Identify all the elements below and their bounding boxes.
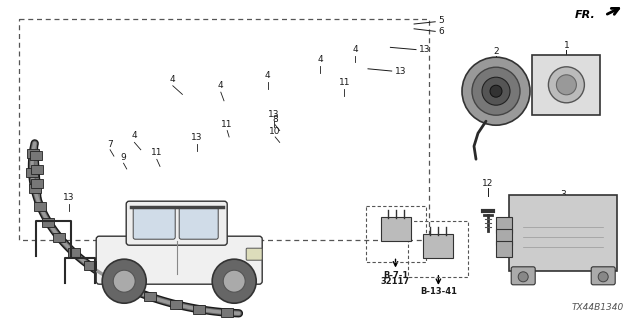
FancyBboxPatch shape <box>145 292 156 301</box>
FancyBboxPatch shape <box>133 207 175 239</box>
Text: 4: 4 <box>317 55 323 64</box>
Text: 11: 11 <box>151 148 163 157</box>
Text: 10: 10 <box>269 127 281 136</box>
FancyBboxPatch shape <box>496 241 512 257</box>
Text: 6: 6 <box>438 27 444 36</box>
Text: 2: 2 <box>493 47 499 56</box>
FancyBboxPatch shape <box>96 236 262 284</box>
FancyBboxPatch shape <box>221 308 232 317</box>
FancyBboxPatch shape <box>42 218 54 227</box>
Circle shape <box>462 57 530 125</box>
FancyBboxPatch shape <box>26 168 38 177</box>
Circle shape <box>482 77 510 105</box>
Circle shape <box>223 270 245 292</box>
FancyBboxPatch shape <box>496 217 512 233</box>
Text: 4: 4 <box>218 81 223 90</box>
FancyBboxPatch shape <box>170 300 182 309</box>
Circle shape <box>518 272 528 282</box>
Text: 32117: 32117 <box>381 277 410 286</box>
Text: 12: 12 <box>482 180 493 188</box>
Circle shape <box>490 85 502 97</box>
Text: B-13-41: B-13-41 <box>420 287 457 296</box>
FancyBboxPatch shape <box>29 151 42 160</box>
Circle shape <box>556 75 577 95</box>
FancyBboxPatch shape <box>509 195 617 271</box>
FancyBboxPatch shape <box>496 229 512 245</box>
Text: TX44B1340: TX44B1340 <box>572 303 624 312</box>
FancyBboxPatch shape <box>31 165 42 174</box>
FancyBboxPatch shape <box>511 267 535 285</box>
Circle shape <box>598 272 608 282</box>
FancyBboxPatch shape <box>104 274 115 283</box>
Text: 11: 11 <box>221 120 233 129</box>
Circle shape <box>472 67 520 115</box>
Circle shape <box>102 259 146 303</box>
FancyBboxPatch shape <box>591 267 615 285</box>
Text: 5: 5 <box>438 16 444 25</box>
FancyBboxPatch shape <box>27 149 39 158</box>
Text: B-7-1: B-7-1 <box>383 271 408 280</box>
Text: 4: 4 <box>265 71 270 80</box>
Text: 13: 13 <box>191 133 203 142</box>
Text: 13: 13 <box>63 193 75 202</box>
FancyBboxPatch shape <box>29 184 40 193</box>
FancyBboxPatch shape <box>532 55 600 115</box>
FancyBboxPatch shape <box>126 201 227 245</box>
FancyBboxPatch shape <box>179 207 218 239</box>
Text: 4: 4 <box>353 45 358 54</box>
Text: 13: 13 <box>419 45 431 54</box>
Text: 3: 3 <box>561 190 566 199</box>
Text: 4: 4 <box>170 75 175 84</box>
Text: 9: 9 <box>121 153 126 162</box>
FancyBboxPatch shape <box>424 234 453 258</box>
FancyBboxPatch shape <box>381 217 410 241</box>
FancyBboxPatch shape <box>83 261 95 270</box>
Text: 13: 13 <box>395 67 406 76</box>
Text: 11: 11 <box>339 78 350 87</box>
FancyBboxPatch shape <box>246 248 262 260</box>
FancyBboxPatch shape <box>193 305 205 314</box>
Text: 13: 13 <box>268 110 280 119</box>
Text: FR.: FR. <box>575 10 595 20</box>
Text: 4: 4 <box>132 132 137 140</box>
FancyBboxPatch shape <box>31 179 44 188</box>
Text: 8: 8 <box>273 115 278 124</box>
Bar <box>19 19 429 240</box>
FancyBboxPatch shape <box>53 233 65 242</box>
Circle shape <box>548 67 584 103</box>
Text: 1: 1 <box>564 41 569 50</box>
FancyBboxPatch shape <box>68 248 80 257</box>
Circle shape <box>113 270 135 292</box>
Text: 7: 7 <box>108 140 113 149</box>
FancyBboxPatch shape <box>123 284 135 293</box>
FancyBboxPatch shape <box>35 202 46 211</box>
Circle shape <box>212 259 256 303</box>
